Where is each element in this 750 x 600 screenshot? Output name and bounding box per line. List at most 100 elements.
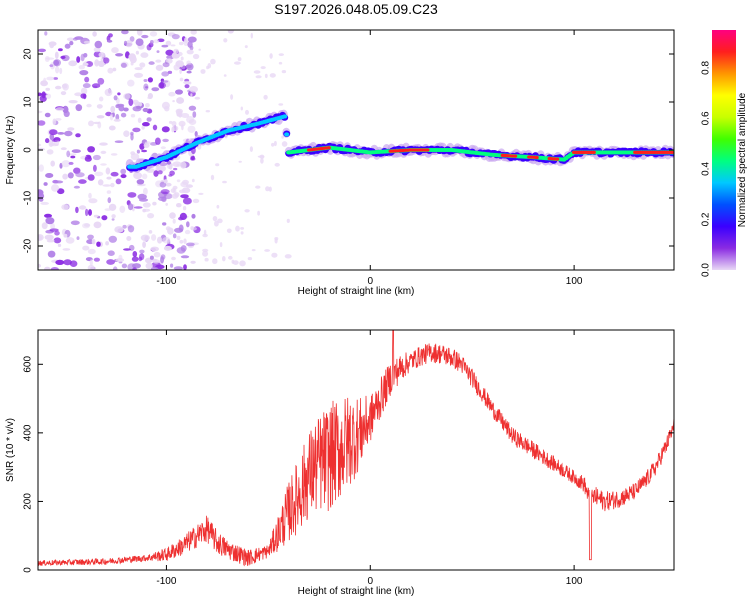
- noise-blob: [162, 62, 170, 68]
- faint-blob: [278, 103, 284, 106]
- faint-blob: [247, 257, 253, 261]
- faint-blob: [281, 135, 284, 139]
- noise-blob: [45, 173, 54, 178]
- noise-blob: [150, 40, 154, 44]
- snr-xlabel: Height of straight line (km): [298, 586, 415, 597]
- faint-blob: [235, 225, 240, 232]
- faint-blob: [217, 218, 223, 224]
- noise-blob: [38, 164, 44, 172]
- noise-blob: [82, 83, 91, 89]
- noise-blob: [159, 181, 167, 188]
- noise-blob: [157, 170, 163, 175]
- noise-blob: [39, 95, 47, 102]
- noise-blob: [110, 171, 119, 177]
- noise-blob: [55, 118, 62, 121]
- noise-blob: [78, 65, 86, 70]
- noise-blob: [188, 119, 197, 125]
- noise-blob: [99, 96, 104, 102]
- noise-blob: [150, 266, 159, 270]
- faint-blob: [227, 30, 235, 34]
- x-tick-label: 0: [367, 576, 373, 587]
- noise-blob: [88, 192, 92, 199]
- noise-blob: [48, 41, 57, 47]
- y-tick-label: 0: [23, 147, 34, 153]
- colorbar-tick-label: 0.2: [701, 212, 712, 226]
- noise-blob: [60, 91, 67, 96]
- noise-blob: [108, 33, 113, 38]
- noise-blob: [149, 31, 158, 37]
- faint-blob: [192, 198, 200, 204]
- noise-blob: [183, 264, 187, 270]
- noise-blob: [179, 212, 187, 220]
- noise-blob: [98, 52, 105, 58]
- noise-blob: [127, 203, 134, 211]
- faint-blob: [274, 162, 280, 167]
- noise-blob: [163, 179, 168, 184]
- faint-blob: [255, 75, 262, 79]
- noise-blob: [139, 62, 146, 68]
- noise-blob: [135, 38, 144, 46]
- noise-blob: [158, 82, 167, 89]
- snr-ylabel: SNR (10 * v/v): [5, 418, 16, 482]
- noise-blob: [113, 95, 118, 101]
- noise-blob: [176, 113, 182, 117]
- noise-blob: [127, 79, 135, 87]
- noise-blob: [150, 246, 159, 252]
- noise-blob: [186, 70, 192, 74]
- noise-blob: [41, 222, 48, 230]
- noise-blob: [130, 133, 134, 141]
- y-tick-label: 600: [23, 356, 34, 373]
- faint-blob: [188, 81, 192, 85]
- noise-blob: [106, 176, 112, 180]
- noise-blob: [179, 189, 186, 194]
- noise-blob: [65, 237, 75, 244]
- faint-blob: [228, 255, 233, 260]
- faint-blob: [191, 178, 195, 183]
- noise-blob: [105, 167, 111, 175]
- noise-blob: [57, 243, 62, 247]
- faint-blob: [212, 258, 218, 265]
- faint-blob: [232, 260, 239, 265]
- noise-blob: [114, 226, 124, 233]
- noise-blob: [125, 40, 133, 48]
- noise-blob: [186, 221, 190, 228]
- noise-blob: [165, 182, 172, 187]
- faint-blob: [171, 193, 179, 199]
- noise-blob: [160, 189, 170, 195]
- faint-blob: [240, 106, 243, 111]
- noise-blob: [178, 224, 184, 232]
- faint-blob: [176, 235, 181, 240]
- faint-blob: [269, 73, 276, 78]
- noise-blob: [109, 113, 114, 121]
- noise-blob: [46, 149, 54, 155]
- colorbar-ticks: 0.0 0.2 0.4 0.6 0.8: [701, 61, 712, 277]
- noise-blob: [187, 125, 196, 133]
- noise-blob: [88, 198, 98, 204]
- noise-blob: [179, 239, 184, 244]
- noise-blob: [88, 120, 94, 127]
- noise-blob: [133, 72, 144, 78]
- noise-blob: [111, 47, 119, 54]
- faint-blob: [240, 227, 245, 230]
- noise-blob: [123, 93, 131, 100]
- noise-blob: [142, 122, 150, 127]
- noise-blob: [148, 230, 153, 234]
- noise-blob: [111, 214, 116, 219]
- noise-blob: [68, 161, 74, 165]
- noise-blob: [91, 238, 96, 245]
- noise-blob: [60, 147, 67, 151]
- noise-blob: [59, 67, 63, 75]
- noise-blob: [38, 110, 43, 114]
- noise-blob: [134, 67, 143, 71]
- noise-blob: [87, 264, 95, 270]
- noise-blob: [148, 61, 155, 65]
- faint-blob: [219, 242, 223, 248]
- noise-blob: [50, 223, 55, 230]
- noise-blob: [105, 241, 109, 246]
- noise-blob: [123, 248, 131, 251]
- noise-blob: [100, 150, 107, 154]
- noise-blob: [153, 251, 161, 258]
- ridge-peak: [534, 155, 539, 160]
- noise-blob: [93, 214, 99, 218]
